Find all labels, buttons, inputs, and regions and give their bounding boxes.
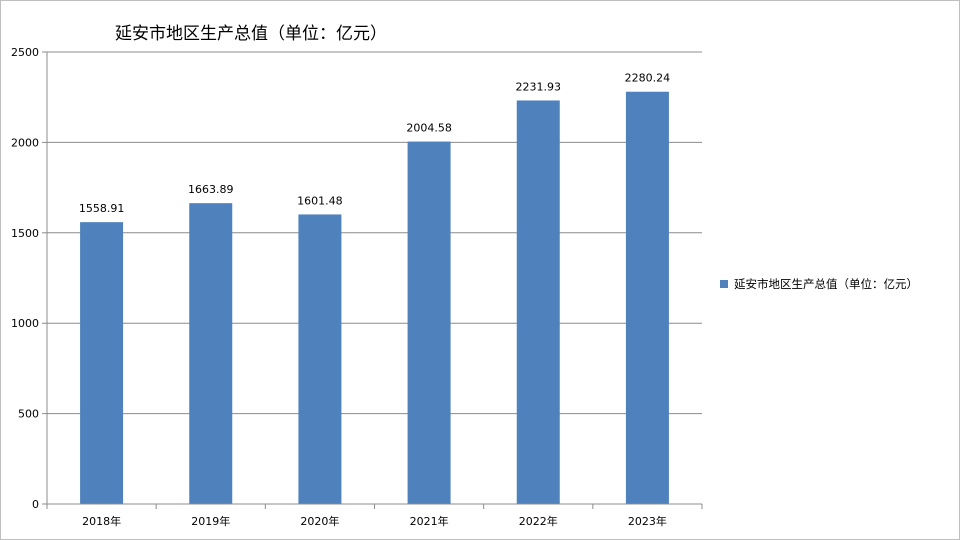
y-tick-label: 1000 — [11, 317, 39, 330]
y-tick-label: 0 — [32, 498, 39, 511]
legend: 延安市地区生产总值（单位：亿元） — [720, 276, 918, 292]
x-tick-label: 2019年 — [191, 514, 230, 528]
y-tick-label: 2500 — [11, 46, 39, 59]
y-tick-label: 2000 — [11, 136, 39, 149]
y-tick-label: 500 — [18, 408, 39, 421]
bars — [80, 91, 669, 505]
x-tick-label: 2018年 — [82, 514, 121, 528]
x-tick-label: 2022年 — [519, 514, 558, 528]
chart-title: 延安市地区生产总值（单位：亿元） — [115, 24, 387, 44]
legend-swatch — [720, 280, 728, 288]
axes: 0 500 1000 1500 2000 2500 2018年 2019年 2020年 2021年… — [11, 46, 703, 528]
data-label: 1558.91 — [79, 202, 125, 215]
data-label: 2280.24 — [625, 72, 671, 85]
data-label: 2231.93 — [516, 80, 562, 93]
bar — [625, 91, 669, 504]
data-label: 2004.58 — [406, 122, 452, 135]
data-labels: 1558.91 1663.89 1601.48 2004.58 2231.93 2280.… — [79, 72, 670, 215]
x-tick-label: 2021年 — [410, 514, 449, 528]
y-tick-label: 1500 — [11, 227, 39, 240]
bar — [80, 222, 124, 504]
data-label: 1663.89 — [188, 183, 234, 196]
x-tick-label: 2020年 — [300, 514, 339, 528]
bar — [298, 214, 342, 504]
x-tick-label: 2023年 — [628, 514, 667, 528]
bar — [407, 141, 451, 504]
bar — [516, 100, 560, 505]
bar — [189, 203, 233, 504]
data-label: 1601.48 — [297, 194, 343, 207]
gridlines — [47, 51, 702, 415]
legend-label: 延安市地区生产总值（单位：亿元） — [734, 277, 918, 291]
